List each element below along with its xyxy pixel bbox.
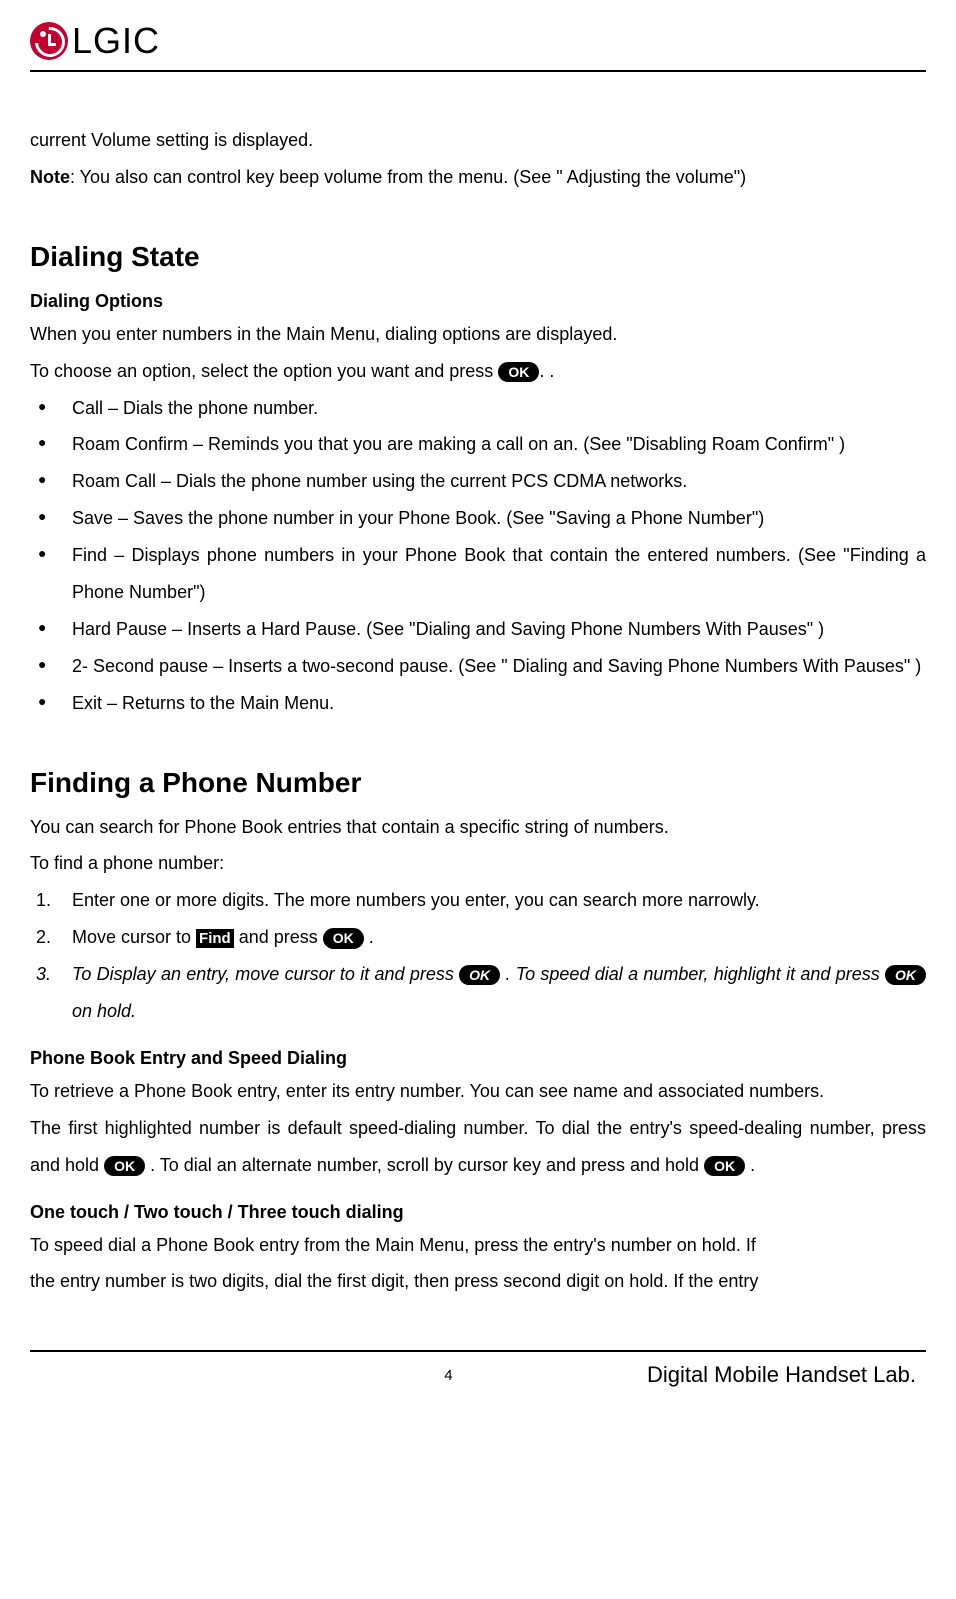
- pb-p2-mid: . To dial an alternate number, scroll by…: [145, 1155, 704, 1175]
- step3-pre: To Display an entry, move cursor to it a…: [72, 964, 459, 984]
- ok-button-icon: OK: [323, 928, 364, 948]
- list-item: Hard Pause – Inserts a Hard Pause. (See …: [56, 611, 926, 648]
- step-2: Move cursor to Find and press OK .: [56, 919, 926, 956]
- ok-button-icon: OK: [885, 965, 926, 985]
- dialing-options-list: Call – Dials the phone number. Roam Conf…: [30, 390, 926, 722]
- ok-button-icon: OK: [459, 965, 500, 985]
- step2-pre: Move cursor to: [72, 927, 196, 947]
- pb-p2-post: .: [745, 1155, 755, 1175]
- ok-button-icon: OK: [498, 362, 539, 382]
- step3-post: on hold.: [72, 1001, 136, 1021]
- list-item: Exit – Returns to the Main Menu.: [56, 685, 926, 722]
- dialing-p2: To choose an option, select the option y…: [30, 353, 926, 390]
- dialing-p2-post: . .: [539, 361, 554, 381]
- ok-button-icon: OK: [704, 1156, 745, 1176]
- phonebook-p2: The first highlighted number is default …: [30, 1110, 926, 1184]
- intro-line-1: current Volume setting is displayed.: [30, 122, 926, 159]
- heading-finding-number: Finding a Phone Number: [30, 767, 926, 799]
- list-item: Call – Dials the phone number.: [56, 390, 926, 427]
- footer-lab: Digital Mobile Handset Lab.: [647, 1362, 916, 1388]
- touch-p1: To speed dial a Phone Book entry from th…: [30, 1227, 926, 1264]
- list-item: Roam Confirm – Reminds you that you are …: [56, 426, 926, 463]
- header: LGIC: [30, 20, 926, 62]
- footer: 4 Digital Mobile Handset Lab.: [30, 1362, 926, 1388]
- subheading-dialing-options: Dialing Options: [30, 291, 926, 312]
- lg-logo-icon: [30, 22, 68, 60]
- touch-p2: the entry number is two digits, dial the…: [30, 1263, 926, 1300]
- note-text: : You also can control key beep volume f…: [70, 167, 746, 187]
- phonebook-p1: To retrieve a Phone Book entry, enter it…: [30, 1073, 926, 1110]
- list-item: Roam Call – Dials the phone number using…: [56, 463, 926, 500]
- step-3: To Display an entry, move cursor to it a…: [56, 956, 926, 1030]
- list-item: Find – Displays phone numbers in your Ph…: [56, 537, 926, 611]
- dialing-p1: When you enter numbers in the Main Menu,…: [30, 316, 926, 353]
- subheading-touch-dialing: One touch / Two touch / Three touch dial…: [30, 1202, 926, 1223]
- footer-divider: [30, 1350, 926, 1352]
- step-1: Enter one or more digits. The more numbe…: [56, 882, 926, 919]
- ok-button-icon: OK: [104, 1156, 145, 1176]
- intro-note: Note: You also can control key beep volu…: [30, 159, 926, 196]
- page-number: 4: [444, 1367, 452, 1384]
- list-item: Save – Saves the phone number in your Ph…: [56, 500, 926, 537]
- brand-text: LGIC: [72, 20, 160, 62]
- finding-steps: Enter one or more digits. The more numbe…: [30, 882, 926, 1030]
- heading-dialing-state: Dialing State: [30, 241, 926, 273]
- subheading-phonebook-entry: Phone Book Entry and Speed Dialing: [30, 1048, 926, 1069]
- document-page: LGIC current Volume setting is displayed…: [0, 0, 956, 1408]
- finding-p1: You can search for Phone Book entries th…: [30, 809, 926, 846]
- finding-p2: To find a phone number:: [30, 845, 926, 882]
- find-button-icon: Find: [196, 929, 234, 949]
- step2-post: .: [364, 927, 374, 947]
- header-divider: [30, 70, 926, 72]
- step3-mid: . To speed dial a number, highlight it a…: [500, 964, 885, 984]
- dialing-p2-pre: To choose an option, select the option y…: [30, 361, 498, 381]
- note-label: Note: [30, 167, 70, 187]
- step2-mid: and press: [234, 927, 323, 947]
- list-item: 2- Second pause – Inserts a two-second p…: [56, 648, 926, 685]
